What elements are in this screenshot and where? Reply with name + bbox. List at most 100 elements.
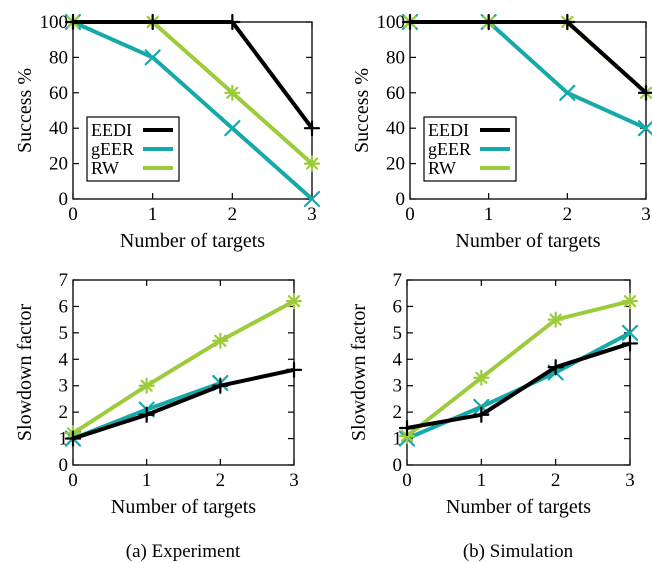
series-eedi xyxy=(64,13,321,137)
chart-simulation-slowdown: 0 1 2 3 0 1 2 3 4 5 6 7 Number of targets Slowdown fa… xyxy=(348,270,639,518)
y-axis-label: Success % xyxy=(351,68,373,153)
data-point-eedi xyxy=(559,13,576,31)
series-line-rw xyxy=(71,299,295,435)
y-tick-label: 80 xyxy=(386,47,405,68)
x-tick-label: 0 xyxy=(68,470,78,491)
x-tick-label: 3 xyxy=(625,470,635,491)
data-point-eedi xyxy=(212,377,229,394)
data-point-rw xyxy=(224,84,241,101)
x-tick-label: 0 xyxy=(68,204,78,225)
y-tick-label: 3 xyxy=(59,376,69,397)
data-point-rw xyxy=(303,155,321,172)
y-tick-label: 1 xyxy=(59,429,69,450)
x-tick-label: 1 xyxy=(484,204,494,225)
chart-experiment-success: 0 1 2 3 0 20 40 60 80 100 Number of targets Success… xyxy=(14,12,321,252)
y-tick-label: 100 xyxy=(40,12,69,33)
data-point-eedi xyxy=(637,84,652,101)
y-tick-label: 40 xyxy=(386,118,405,139)
y-tick-label: 2 xyxy=(393,402,403,423)
series-eedi xyxy=(401,13,652,101)
x-tick-label: 3 xyxy=(289,470,299,491)
legend-label-geer: gEER xyxy=(91,139,134,159)
x-axis-label: Number of targets xyxy=(120,230,265,252)
y-tick-label: 1 xyxy=(393,429,403,450)
data-point-geer xyxy=(224,120,241,137)
data-point-rw xyxy=(621,293,639,310)
y-axis-label: Slowdown factor xyxy=(348,304,370,442)
series-eedi xyxy=(64,361,303,447)
y-tick-label: 6 xyxy=(393,296,403,317)
data-point-geer xyxy=(303,190,321,208)
y-tick-label: 20 xyxy=(386,154,405,175)
y-tick-label: 4 xyxy=(59,349,69,370)
legend-label-geer: gEER xyxy=(428,139,471,159)
data-point-eedi xyxy=(621,335,639,352)
chart-simulation-success: 0 1 2 3 0 20 40 60 80 100 Number of targets Success… xyxy=(351,12,652,252)
series-eedi xyxy=(398,335,639,437)
legend-label-rw: RW xyxy=(428,158,456,178)
series-line-rw xyxy=(405,299,631,438)
data-point-geer xyxy=(144,49,161,66)
y-tick-label: 5 xyxy=(393,323,403,344)
series-line-eedi xyxy=(73,20,314,130)
y-tick-label: 80 xyxy=(49,47,68,68)
data-point-eedi xyxy=(144,13,161,31)
x-axis-label: Number of targets xyxy=(446,496,591,518)
series-rw xyxy=(398,293,639,445)
legend-label-eedi: EEDI xyxy=(428,120,469,140)
x-tick-label: 2 xyxy=(216,470,226,491)
data-point-eedi xyxy=(480,13,497,31)
y-tick-label: 3 xyxy=(393,376,403,397)
data-point-eedi xyxy=(547,359,564,376)
data-point-geer xyxy=(621,324,639,341)
data-point-rw xyxy=(138,377,155,394)
y-tick-label: 7 xyxy=(393,270,403,291)
data-point-rw xyxy=(285,293,303,310)
x-tick-label: 0 xyxy=(402,470,412,491)
y-tick-label: 60 xyxy=(49,83,68,104)
series-line-geer xyxy=(72,20,314,201)
data-point-rw xyxy=(473,369,490,386)
data-point-eedi xyxy=(401,13,419,31)
y-tick-label: 20 xyxy=(49,154,68,175)
series-line-eedi xyxy=(410,20,648,95)
data-point-geer xyxy=(637,120,652,137)
x-tick-label: 1 xyxy=(148,204,158,225)
chart-experiment-slowdown: 0 1 2 3 0 1 2 3 4 5 6 7 Number of targets Slowdown fa… xyxy=(14,270,303,518)
x-axis-label: Number of targets xyxy=(111,496,256,518)
data-point-eedi xyxy=(398,419,416,437)
data-point-eedi xyxy=(473,406,490,423)
y-tick-label: 60 xyxy=(386,83,405,104)
y-tick-label: 2 xyxy=(59,402,69,423)
y-tick-label: 0 xyxy=(59,189,69,210)
x-tick-label: 2 xyxy=(228,204,238,225)
x-tick-label: 0 xyxy=(405,204,415,225)
x-tick-label: 3 xyxy=(307,204,317,225)
y-tick-label: 100 xyxy=(377,12,406,33)
y-tick-label: 5 xyxy=(59,323,69,344)
data-point-geer xyxy=(559,84,576,101)
data-point-rw xyxy=(212,332,229,349)
data-point-eedi xyxy=(285,361,303,378)
data-point-eedi xyxy=(64,430,82,447)
x-tick-label: 3 xyxy=(641,204,651,225)
data-point-eedi xyxy=(224,13,241,31)
y-tick-label: 0 xyxy=(393,455,403,476)
caption-experiment: (a) Experiment xyxy=(126,541,241,562)
y-tick-label: 6 xyxy=(59,296,69,317)
x-tick-label: 1 xyxy=(477,470,487,491)
x-tick-label: 1 xyxy=(142,470,152,491)
series-line-eedi xyxy=(406,341,631,430)
caption-simulation: (b) Simulation xyxy=(463,541,574,562)
plot-frame xyxy=(406,279,631,466)
legend-label-rw: RW xyxy=(91,158,119,178)
data-point-eedi xyxy=(303,120,321,137)
y-tick-label: 40 xyxy=(49,118,68,139)
series-line-eedi xyxy=(72,367,295,441)
y-axis-label: Success % xyxy=(14,68,36,153)
y-tick-label: 7 xyxy=(59,270,69,291)
x-axis-label: Number of targets xyxy=(455,230,600,252)
y-tick-label: 0 xyxy=(59,455,69,476)
